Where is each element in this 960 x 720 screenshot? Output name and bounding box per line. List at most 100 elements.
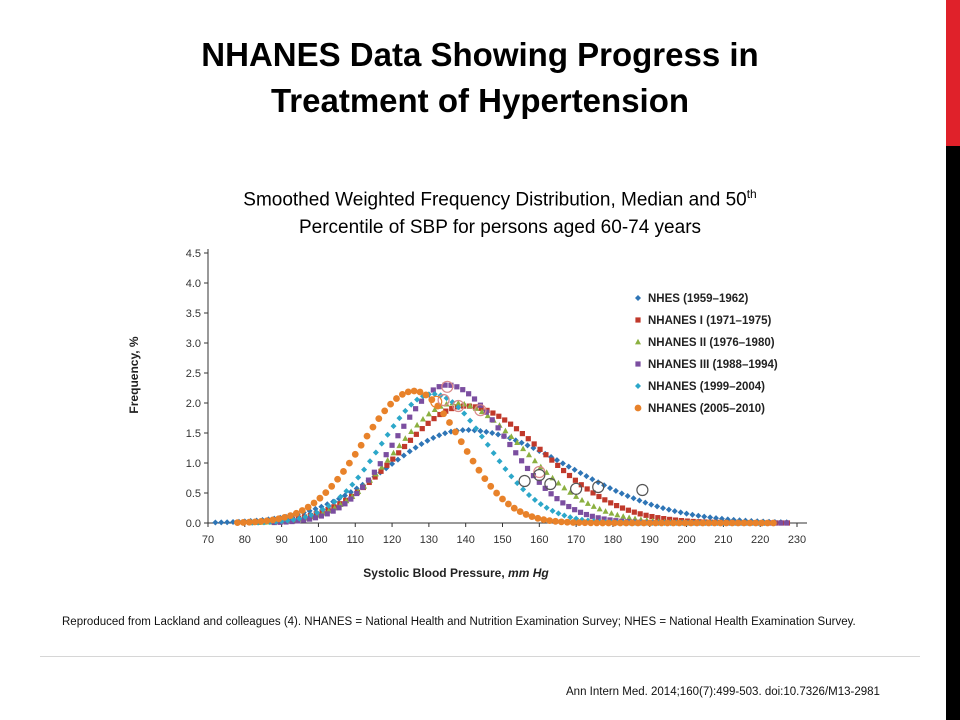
data-point bbox=[460, 387, 466, 393]
percentile-marker bbox=[570, 482, 583, 495]
data-point bbox=[740, 519, 748, 527]
data-point bbox=[524, 465, 531, 472]
data-point bbox=[565, 463, 572, 470]
data-point bbox=[590, 490, 596, 496]
data-point bbox=[408, 428, 415, 434]
data-point bbox=[440, 410, 447, 418]
median-marker bbox=[474, 404, 487, 417]
data-point bbox=[784, 520, 790, 526]
data-point bbox=[407, 414, 413, 420]
data-point bbox=[630, 495, 637, 502]
data-point bbox=[239, 519, 247, 526]
data-point bbox=[416, 388, 424, 396]
data-point bbox=[455, 404, 462, 411]
legend-label: NHANES (2005–2010) bbox=[648, 403, 765, 415]
data-point bbox=[608, 500, 614, 506]
y-tick-label: 4.0 bbox=[186, 278, 201, 290]
data-point bbox=[431, 416, 437, 422]
x-tick-label: 200 bbox=[677, 534, 695, 546]
data-point bbox=[341, 492, 348, 499]
data-point bbox=[555, 479, 562, 486]
data-point bbox=[717, 519, 724, 527]
citation: Ann Intern Med. 2014;160(7):499-503. doi… bbox=[566, 686, 880, 698]
data-point bbox=[353, 485, 360, 492]
data-point bbox=[475, 466, 483, 474]
data-point bbox=[419, 415, 426, 422]
y-tick-label: 0.0 bbox=[186, 518, 201, 530]
data-point bbox=[531, 457, 538, 464]
y-tick-label: 1.0 bbox=[186, 458, 201, 470]
data-point bbox=[349, 481, 356, 488]
data-point bbox=[490, 450, 497, 457]
data-point bbox=[664, 519, 671, 527]
data-point bbox=[573, 515, 580, 522]
data-point bbox=[495, 425, 501, 431]
data-point bbox=[449, 405, 455, 412]
data-point bbox=[328, 482, 336, 490]
data-point bbox=[446, 419, 453, 426]
data-point bbox=[660, 505, 667, 512]
data-point bbox=[495, 431, 502, 438]
data-point bbox=[507, 421, 514, 427]
data-point bbox=[589, 513, 595, 519]
data-point bbox=[384, 462, 390, 468]
data-point bbox=[549, 457, 555, 463]
data-point bbox=[530, 445, 537, 452]
data-point bbox=[553, 457, 560, 464]
data-point bbox=[555, 462, 561, 468]
data-point bbox=[448, 382, 454, 388]
data-point bbox=[563, 518, 571, 526]
median-marker bbox=[430, 395, 443, 408]
data-point bbox=[484, 412, 491, 419]
data-point bbox=[616, 519, 624, 527]
legend-label: NHES (1959–1962) bbox=[648, 293, 749, 305]
data-point bbox=[354, 490, 360, 497]
data-point bbox=[537, 501, 544, 508]
chart-subtitle: Smoothed Weighted Frequency Distribution… bbox=[150, 180, 850, 242]
x-tick-label: 130 bbox=[420, 534, 438, 546]
data-point bbox=[526, 491, 533, 498]
data-point bbox=[295, 518, 301, 524]
data-point bbox=[410, 387, 418, 395]
data-point bbox=[519, 430, 525, 437]
legend-label: NHANES (1999–2004) bbox=[648, 381, 765, 393]
data-point bbox=[669, 519, 677, 527]
data-point bbox=[489, 417, 495, 423]
data-point bbox=[467, 417, 474, 424]
x-tick-label: 210 bbox=[714, 534, 732, 546]
data-point bbox=[631, 509, 637, 515]
data-point bbox=[658, 519, 665, 527]
data-point bbox=[516, 508, 524, 516]
data-point bbox=[620, 513, 627, 519]
data-point bbox=[483, 428, 490, 435]
data-point bbox=[764, 519, 771, 527]
data-point bbox=[572, 477, 578, 483]
data-point bbox=[363, 432, 371, 440]
subtitle-line-1: Smoothed Weighted Frequency Distribution… bbox=[150, 180, 850, 214]
data-point bbox=[418, 441, 425, 448]
data-point bbox=[683, 510, 690, 517]
data-point bbox=[711, 519, 718, 527]
data-point bbox=[625, 507, 631, 513]
title-line-1: NHANES Data Showing Progress in bbox=[201, 36, 759, 73]
data-point bbox=[746, 519, 754, 527]
percentile-marker bbox=[518, 474, 531, 488]
data-point bbox=[472, 425, 479, 432]
data-point bbox=[389, 460, 396, 467]
data-point bbox=[519, 458, 525, 464]
data-point bbox=[689, 511, 696, 518]
frequency-chart: 0.0 0.5 1.0 1.5 2.0 2.5 3.0 3.5 4.0 4.5 70 80 90 100 1… bbox=[127, 248, 807, 580]
data-point bbox=[681, 519, 689, 527]
data-point bbox=[336, 505, 342, 511]
data-point bbox=[520, 445, 527, 452]
data-point bbox=[269, 516, 277, 524]
data-point bbox=[602, 508, 609, 514]
data-point bbox=[424, 437, 431, 444]
data-point bbox=[655, 515, 661, 521]
data-point bbox=[559, 460, 566, 467]
data-point bbox=[566, 472, 573, 479]
data-point bbox=[525, 436, 531, 442]
data-point bbox=[257, 518, 265, 525]
accent-bar-black bbox=[946, 146, 960, 720]
x-tick-label: 230 bbox=[788, 534, 806, 546]
